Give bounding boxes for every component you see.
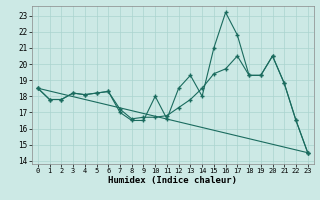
X-axis label: Humidex (Indice chaleur): Humidex (Indice chaleur): [108, 176, 237, 185]
